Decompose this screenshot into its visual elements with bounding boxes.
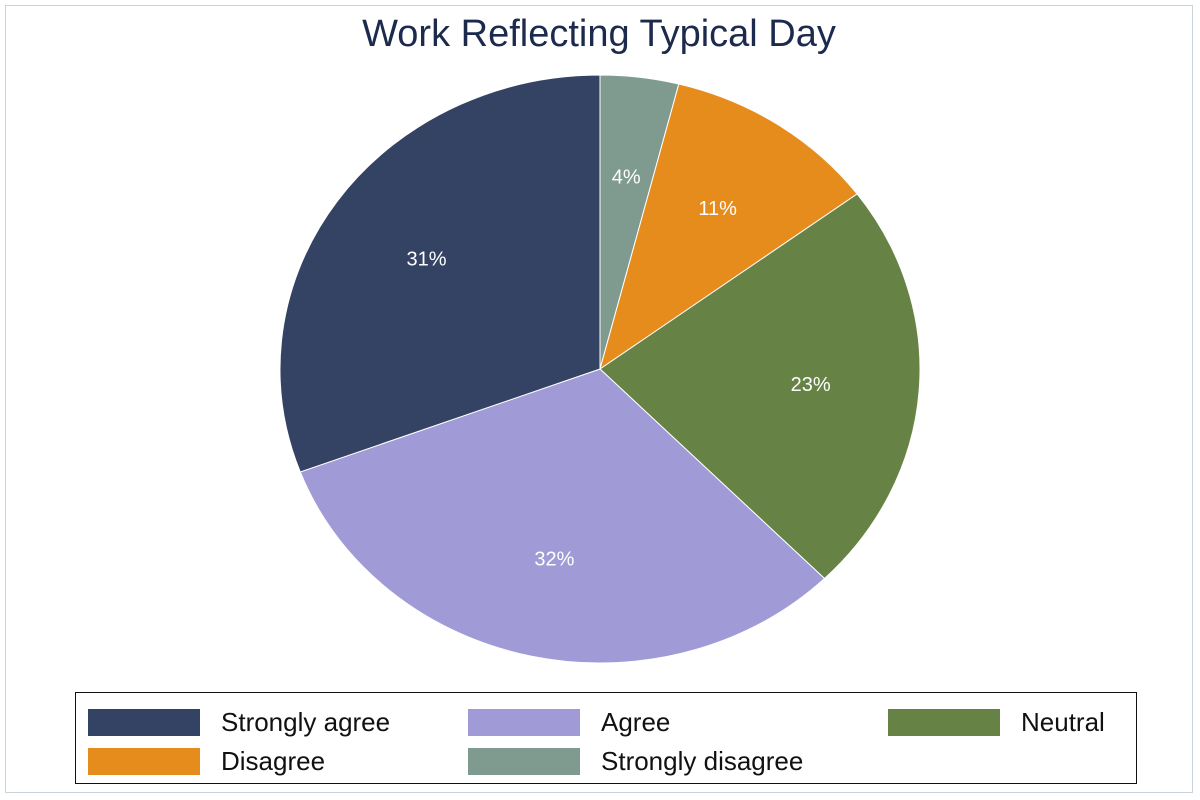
legend-label-strongly-agree: Strongly agree bbox=[221, 707, 391, 737]
pie-slice-agree bbox=[299, 368, 826, 664]
legend-swatch-strongly-disagree bbox=[468, 748, 580, 775]
pie-slice-labels: 4% 11% 23% 32% 31% bbox=[406, 167, 830, 571]
slice-label-strongly-agree: 31% bbox=[406, 248, 446, 270]
pie-slice-strongly-agree bbox=[279, 74, 601, 473]
legend-swatch-neutral bbox=[888, 709, 1000, 736]
slice-label-neutral: 23% bbox=[791, 374, 831, 396]
legend-swatch-disagree bbox=[88, 748, 200, 775]
pie-slice-neutral bbox=[599, 193, 921, 580]
chart-frame: Work Reflecting Typical Day 4% 11% 23% 32% 3… bbox=[5, 5, 1193, 793]
legend-label-neutral: Neutral bbox=[1021, 707, 1105, 737]
pie-slice-disagree bbox=[599, 83, 858, 371]
pie-chart: Work Reflecting Typical Day 4% 11% 23% 32% 3… bbox=[279, 13, 921, 664]
pie-slices bbox=[279, 74, 921, 664]
slice-label-agree: 32% bbox=[534, 549, 574, 571]
legend-label-strongly-disagree: Strongly disagree bbox=[601, 746, 804, 776]
legend-swatch-agree bbox=[468, 709, 580, 736]
legend-label-disagree: Disagree bbox=[221, 746, 326, 776]
legend-swatch-strongly-agree bbox=[88, 709, 200, 736]
legend: Strongly agree Agree Neutral Disagree St… bbox=[75, 692, 1137, 784]
slice-label-disagree: 11% bbox=[698, 198, 737, 220]
legend-label-agree: Agree bbox=[601, 707, 671, 737]
chart-title: Work Reflecting Typical Day bbox=[362, 13, 836, 55]
slice-label-strongly-disagree: 4% bbox=[612, 167, 641, 189]
